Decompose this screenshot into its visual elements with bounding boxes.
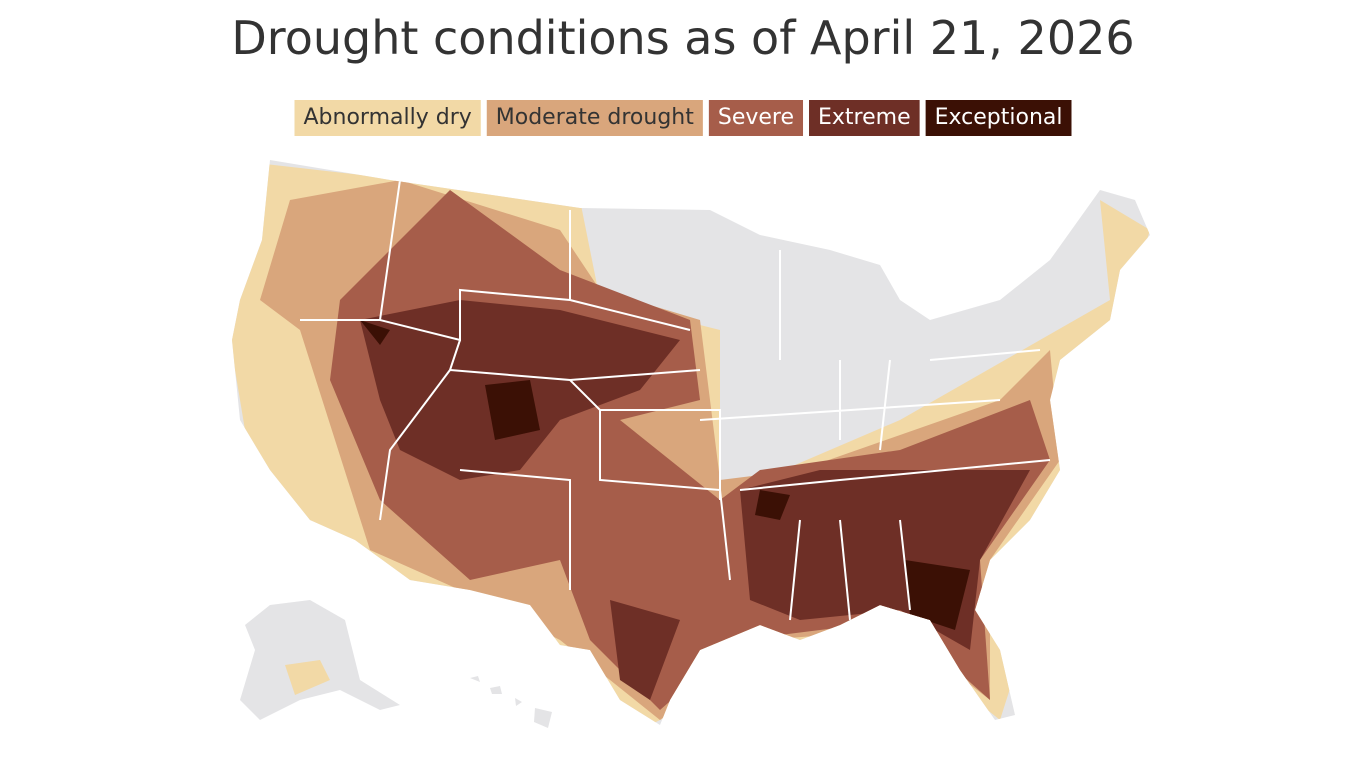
- drought-area: [360, 320, 970, 630]
- legend-swatch: [809, 100, 920, 136]
- legend-label: Extreme: [818, 105, 911, 130]
- legend-label: Moderate drought: [496, 105, 694, 130]
- alaska-drought: [285, 660, 330, 695]
- legend: Abnormally dry Moderate drought Severe Extr…: [294, 100, 1072, 136]
- legend-swatch: [294, 100, 481, 136]
- legend-swatch: [486, 100, 703, 136]
- hawaii: [470, 676, 552, 728]
- legend-label: Severe: [718, 105, 794, 130]
- legend-label: Exceptional: [935, 105, 1063, 130]
- state-lines: [300, 179, 1051, 621]
- title: Drought conditions as of April 21, 2026: [231, 11, 1134, 65]
- legend-swatch: [925, 100, 1072, 136]
- legend-swatch: [708, 100, 804, 136]
- map: [232, 160, 1150, 728]
- legend-label: Abnormally dry: [304, 105, 472, 130]
